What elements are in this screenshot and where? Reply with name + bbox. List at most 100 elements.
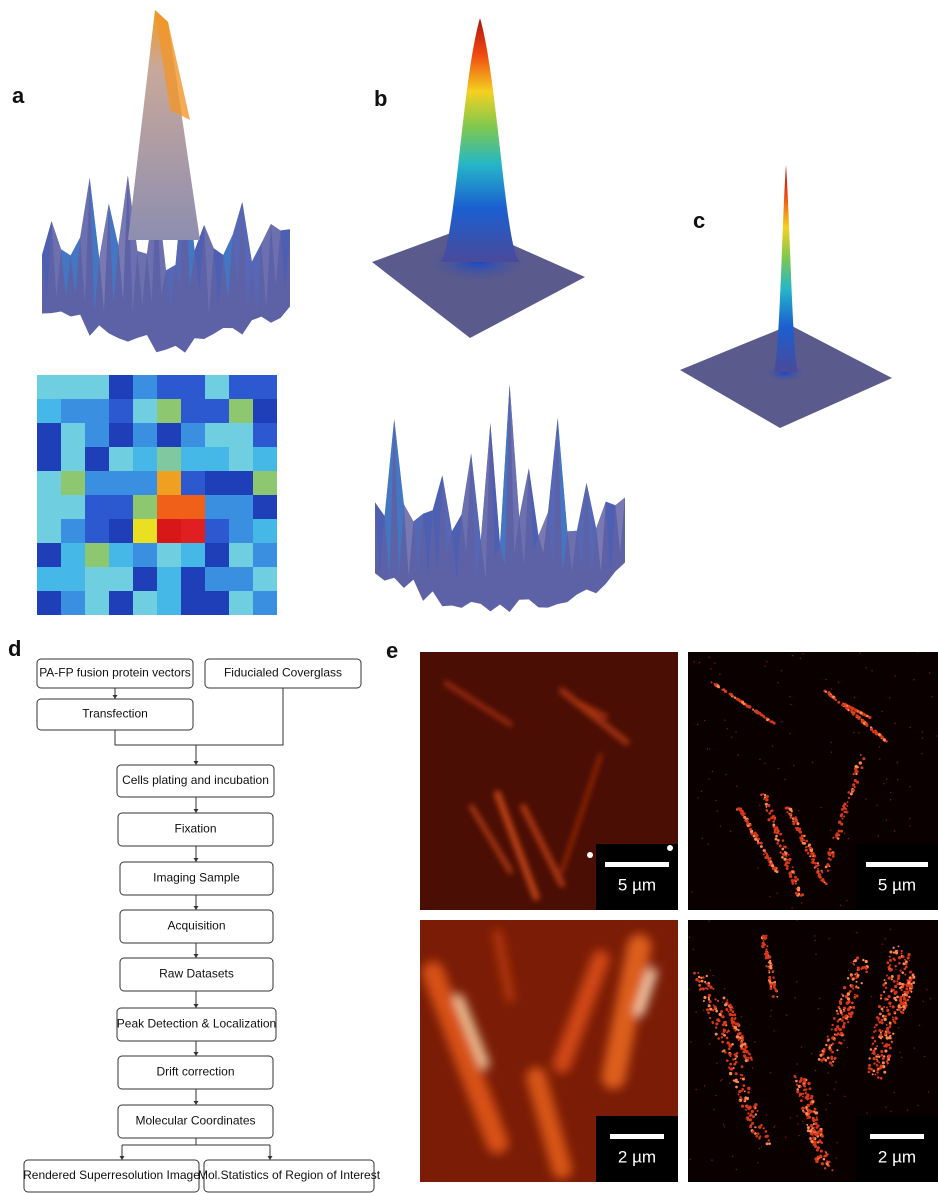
localization bbox=[861, 982, 863, 984]
background-spot bbox=[710, 668, 711, 669]
localization bbox=[900, 989, 902, 991]
background-spot bbox=[689, 936, 690, 937]
background-spot bbox=[766, 1114, 767, 1115]
localization bbox=[830, 849, 832, 851]
background-spot bbox=[844, 1040, 845, 1041]
localization bbox=[744, 1056, 746, 1058]
localization bbox=[745, 1109, 747, 1111]
localization bbox=[825, 691, 827, 693]
localization bbox=[777, 842, 779, 844]
heatmap-cell bbox=[85, 567, 109, 591]
localization bbox=[878, 1062, 880, 1064]
localization bbox=[723, 1021, 726, 1024]
localization bbox=[865, 722, 867, 724]
localization bbox=[852, 988, 854, 990]
localization bbox=[878, 1056, 880, 1058]
background-spot bbox=[777, 893, 778, 894]
localization bbox=[872, 730, 875, 733]
background-spot bbox=[759, 1148, 760, 1149]
localization bbox=[796, 1084, 798, 1086]
localization bbox=[749, 1125, 752, 1128]
background-spot bbox=[913, 679, 914, 680]
localization bbox=[825, 1059, 828, 1062]
localization bbox=[859, 761, 862, 764]
localization bbox=[799, 837, 801, 839]
localization bbox=[784, 851, 786, 853]
localization bbox=[838, 821, 841, 824]
localization bbox=[775, 835, 778, 838]
localization bbox=[734, 1058, 736, 1060]
heatmap-cell bbox=[157, 519, 181, 543]
heatmap-cell bbox=[229, 519, 253, 543]
localization bbox=[760, 1124, 762, 1126]
background-spot bbox=[879, 1012, 880, 1013]
localization bbox=[712, 988, 714, 990]
localization bbox=[760, 842, 763, 845]
localization bbox=[717, 1018, 720, 1021]
localization bbox=[724, 1051, 727, 1054]
localization bbox=[716, 685, 719, 688]
localization bbox=[893, 951, 895, 953]
localization bbox=[742, 1084, 745, 1087]
background-spot bbox=[844, 1096, 845, 1097]
localization bbox=[873, 1057, 876, 1060]
background-spot bbox=[831, 688, 832, 689]
bead bbox=[667, 845, 673, 851]
localization bbox=[762, 793, 764, 795]
background-spot bbox=[877, 1066, 878, 1067]
background-spot bbox=[824, 1151, 825, 1152]
background-spot bbox=[693, 949, 694, 950]
background-spot bbox=[829, 869, 830, 870]
localization bbox=[757, 1132, 760, 1135]
localization bbox=[836, 1010, 838, 1012]
micrograph: 5 µm bbox=[420, 652, 678, 910]
heatmap-cell bbox=[205, 423, 229, 447]
localization bbox=[886, 1024, 888, 1026]
background-spot bbox=[859, 652, 860, 653]
heatmap-cell bbox=[181, 495, 205, 519]
node-label: Fixation bbox=[174, 822, 216, 836]
localization bbox=[832, 852, 834, 854]
localization bbox=[863, 714, 866, 717]
localization bbox=[839, 1009, 842, 1012]
localization bbox=[770, 985, 772, 987]
localization bbox=[880, 1037, 882, 1039]
localization bbox=[803, 842, 806, 845]
localization bbox=[903, 1008, 905, 1010]
heatmap-cell bbox=[229, 495, 253, 519]
background-spot bbox=[752, 1067, 753, 1068]
localization bbox=[900, 953, 902, 955]
localization bbox=[803, 839, 805, 841]
background-spot bbox=[790, 1117, 791, 1118]
background-spot bbox=[781, 670, 782, 671]
background-spot bbox=[704, 1085, 705, 1086]
localization bbox=[728, 1043, 730, 1045]
localization bbox=[750, 1113, 752, 1115]
localization bbox=[910, 983, 912, 985]
localization bbox=[763, 798, 765, 800]
localization bbox=[865, 960, 868, 963]
localization bbox=[760, 845, 763, 848]
localization bbox=[814, 862, 817, 865]
localization bbox=[766, 855, 769, 858]
background-spot bbox=[931, 696, 932, 697]
background-spot bbox=[695, 1012, 696, 1013]
localization bbox=[883, 991, 885, 993]
background-spot bbox=[814, 935, 815, 936]
scale-bar-label: 5 µm bbox=[618, 875, 656, 894]
background-spot bbox=[724, 720, 725, 721]
localization bbox=[745, 1059, 748, 1062]
arrowhead bbox=[194, 906, 199, 910]
background-spot bbox=[885, 1106, 886, 1107]
localization bbox=[747, 1112, 749, 1114]
localization bbox=[721, 1041, 724, 1044]
localization bbox=[888, 995, 891, 998]
localization bbox=[854, 770, 857, 773]
localization bbox=[906, 999, 909, 1002]
heatmap-cell bbox=[205, 567, 229, 591]
background-spot bbox=[878, 835, 879, 836]
background-spot bbox=[701, 791, 702, 792]
localization bbox=[885, 987, 887, 989]
localization bbox=[850, 1011, 853, 1014]
localization bbox=[755, 1135, 758, 1138]
